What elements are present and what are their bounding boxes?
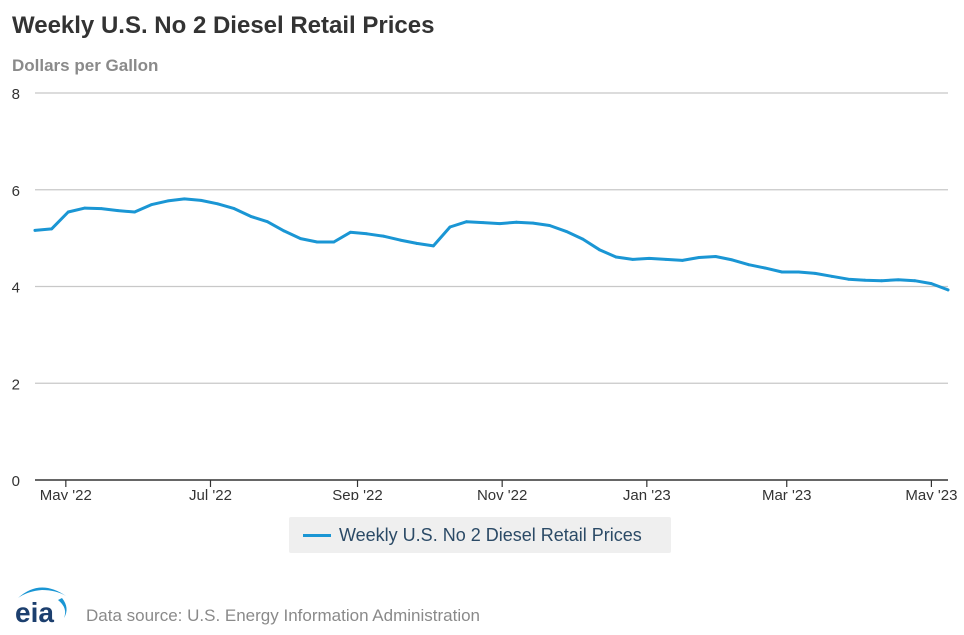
data-point [930, 282, 933, 285]
data-point [100, 207, 103, 211]
data-point [780, 270, 784, 274]
data-point [415, 242, 419, 245]
x-tick-label: May '22 [40, 487, 92, 500]
data-point [614, 255, 618, 259]
data-point [797, 270, 800, 274]
data-point [199, 198, 203, 202]
data-point [880, 279, 883, 283]
data-point [564, 229, 568, 233]
data-point [481, 221, 485, 225]
data-point [664, 258, 668, 261]
chart-title: Weekly U.S. No 2 Diesel Retail Prices [12, 12, 435, 39]
data-point [863, 278, 867, 282]
data-point [581, 237, 585, 241]
y-tick-label: 0 [12, 473, 20, 490]
x-tick-label: Jan '23 [623, 487, 671, 500]
line-chart: 0 2 4 6 8 May '22 Jul '22 Sep '22 Nov '22 Jan '2… [12, 86, 958, 500]
x-tick-label: Sep '22 [332, 487, 382, 500]
data-point [681, 258, 684, 262]
data-point [847, 277, 850, 281]
data-point [66, 210, 70, 214]
data-point [299, 237, 302, 241]
data-point [332, 240, 336, 244]
data-point [631, 258, 634, 261]
data-point [448, 225, 452, 229]
data-point [598, 248, 601, 252]
legend-label: Weekly U.S. No 2 Diesel Retail Prices [339, 524, 642, 545]
data-point [166, 199, 170, 203]
data-point [747, 263, 751, 267]
chart-subtitle: Dollars per Gallon [12, 56, 159, 75]
data-point [913, 279, 917, 283]
data-point [548, 224, 551, 227]
eia-logo-icon: eia [12, 582, 72, 633]
x-axis-labels: May '22 Jul '22 Sep '22 Nov '22 Jan '23 Mar '… [40, 487, 958, 500]
data-point [946, 288, 950, 292]
x-axis [35, 479, 948, 487]
y-tick-label: 2 [12, 376, 20, 393]
data-point [764, 266, 767, 270]
data-point [432, 244, 435, 248]
y-tick-label: 6 [12, 183, 20, 200]
data-point [730, 258, 734, 262]
data-point [382, 234, 385, 238]
data-point [515, 220, 518, 224]
data-point [83, 206, 87, 210]
legend-line-swatch [303, 533, 331, 537]
data-point [266, 220, 269, 224]
y-tick-label: 4 [12, 280, 20, 297]
data-point [365, 232, 369, 236]
data-point [465, 220, 468, 224]
x-tick-label: Mar '23 [762, 487, 812, 500]
chart-legend[interactable]: Weekly U.S. No 2 Diesel Retail Prices [289, 517, 671, 553]
data-point [498, 222, 502, 226]
data-source-note: Data source: U.S. Energy Information Adm… [86, 606, 481, 625]
x-tick-label: May '23 [905, 487, 957, 500]
data-point [216, 202, 220, 206]
data-point [896, 278, 900, 282]
data-point [647, 257, 651, 260]
y-tick-label: 8 [12, 86, 20, 103]
data-point [149, 203, 153, 207]
x-tick-label: Nov '22 [477, 487, 527, 500]
grid-lines [35, 92, 948, 384]
data-point [830, 274, 834, 278]
data-point [183, 197, 186, 201]
data-point [133, 210, 137, 214]
data-point [531, 221, 535, 225]
data-point [714, 255, 717, 258]
data-point [232, 207, 236, 211]
data-point [249, 214, 253, 218]
data-point [50, 227, 53, 231]
data-point [697, 256, 701, 259]
data-point [813, 272, 817, 275]
logo-text: eia [15, 597, 54, 628]
series-layer [33, 197, 950, 292]
data-point [315, 240, 319, 244]
data-point [116, 209, 120, 212]
data-point [349, 230, 352, 234]
x-tick-label: Jul '22 [189, 487, 232, 500]
y-axis-labels: 0 2 4 6 8 [12, 86, 20, 490]
data-point [398, 238, 402, 242]
data-point [282, 229, 286, 233]
series-line-diesel-price [33, 197, 950, 292]
data-point [33, 228, 37, 232]
